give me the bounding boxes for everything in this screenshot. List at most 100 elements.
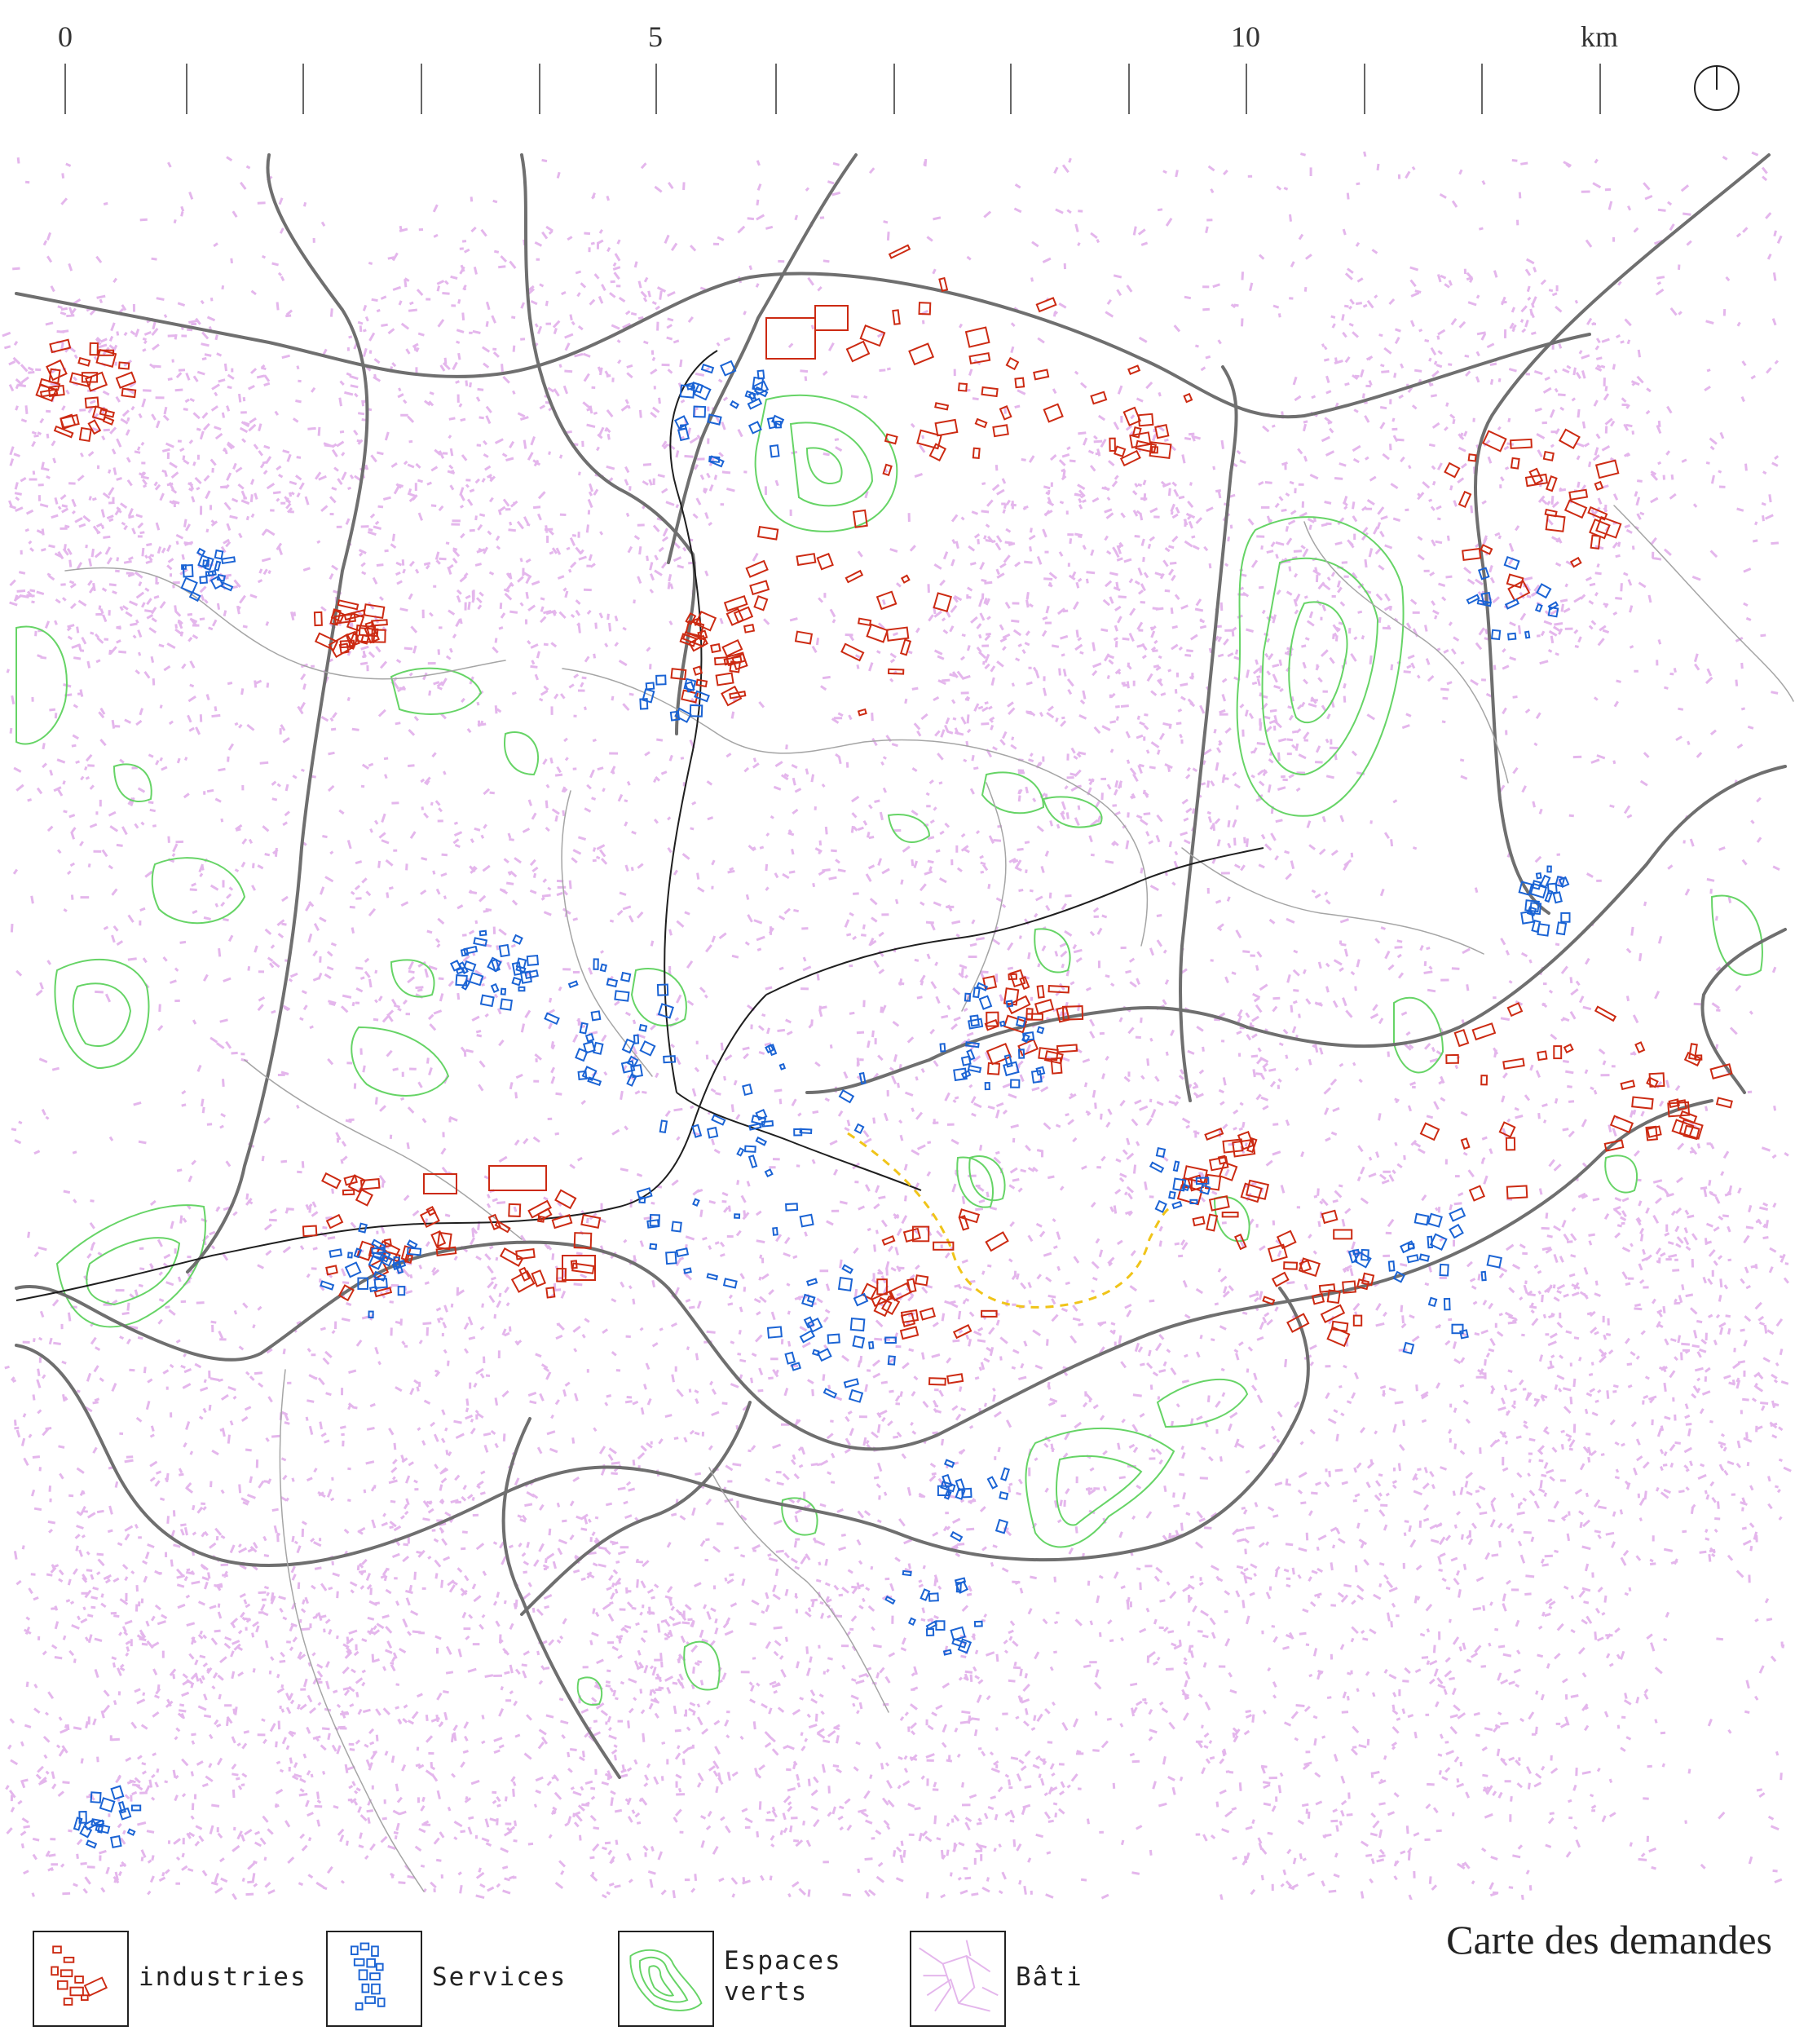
industry-site xyxy=(753,595,769,611)
service-site xyxy=(511,961,523,976)
service-site xyxy=(1449,1207,1466,1222)
service-site xyxy=(1000,1467,1010,1481)
industry-site xyxy=(1498,1121,1516,1138)
industry-site xyxy=(908,342,935,366)
industry-site xyxy=(99,408,115,418)
service-site xyxy=(1560,912,1571,923)
service-site xyxy=(373,1278,388,1289)
service-site xyxy=(684,681,695,693)
industry-site xyxy=(1014,377,1025,389)
tram-line xyxy=(847,1132,1175,1309)
industry-site xyxy=(551,1214,573,1229)
industry-site xyxy=(1283,1261,1299,1270)
service-site xyxy=(614,990,630,1002)
service-site xyxy=(368,1255,384,1270)
industry-site xyxy=(571,1262,595,1274)
industry-site xyxy=(1342,1280,1356,1294)
service-site xyxy=(544,1012,560,1025)
service-site xyxy=(353,1247,363,1259)
industry-site xyxy=(1154,423,1170,439)
service-site xyxy=(1189,1199,1198,1205)
service-site xyxy=(126,1828,136,1836)
industry-site xyxy=(982,975,998,991)
service-site xyxy=(853,1292,869,1307)
service-site xyxy=(1544,890,1554,903)
industries-swatch-icon xyxy=(33,1931,129,2027)
industry-site xyxy=(884,433,898,445)
services-layer xyxy=(73,360,1571,1849)
service-site xyxy=(774,420,782,429)
service-site xyxy=(838,1089,855,1104)
industry-site xyxy=(1568,488,1589,501)
service-site xyxy=(691,1124,703,1138)
industry-site xyxy=(934,402,950,411)
industry-site xyxy=(337,1284,355,1302)
industry-site xyxy=(1603,1139,1625,1152)
service-site xyxy=(965,1041,980,1048)
service-site xyxy=(118,1807,132,1821)
industry-site xyxy=(85,371,108,392)
scale-tick xyxy=(893,64,895,114)
industry-site xyxy=(1471,1022,1497,1041)
service-site xyxy=(579,1022,589,1035)
industry-site xyxy=(1444,461,1461,479)
service-site xyxy=(841,1264,853,1274)
industry-site xyxy=(695,678,708,688)
service-site xyxy=(683,1267,692,1274)
service-site xyxy=(1552,891,1563,904)
service-site xyxy=(1414,1212,1430,1226)
industry-site xyxy=(371,619,388,627)
industry-site xyxy=(710,642,721,654)
industry-site xyxy=(508,1203,522,1217)
service-site xyxy=(663,1055,677,1064)
industry-site xyxy=(1595,515,1622,539)
service-site xyxy=(487,956,502,973)
scale-tick xyxy=(1599,64,1601,114)
service-site xyxy=(1524,630,1531,639)
service-site xyxy=(671,1221,682,1233)
service-site xyxy=(1449,1223,1464,1239)
industry-site xyxy=(573,1232,593,1249)
industry-site xyxy=(1131,426,1142,439)
scale-tick xyxy=(1128,64,1130,114)
service-site xyxy=(902,1569,912,1577)
industry-site xyxy=(1183,1165,1208,1184)
service-site xyxy=(791,1362,802,1371)
service-site xyxy=(799,1128,813,1134)
industry-site xyxy=(115,371,137,389)
service-site xyxy=(567,980,579,989)
scale-tick xyxy=(1246,64,1247,114)
industry-site xyxy=(1127,364,1141,376)
industry-site xyxy=(1505,1137,1516,1151)
industry-site xyxy=(1482,430,1507,453)
industry-site xyxy=(1025,1008,1034,1021)
industry-site xyxy=(1036,984,1045,999)
service-site xyxy=(524,969,539,980)
demand-map[interactable] xyxy=(0,147,1795,1900)
service-site xyxy=(925,1627,935,1637)
service-site xyxy=(766,417,777,430)
industry-site xyxy=(1587,505,1608,521)
service-site xyxy=(358,1222,368,1234)
service-site xyxy=(368,1310,374,1318)
industry-site xyxy=(900,1309,920,1323)
service-site xyxy=(729,400,740,409)
scale-tick xyxy=(421,64,422,114)
industry-site xyxy=(373,1287,393,1298)
industry-site xyxy=(1563,499,1588,519)
industry-site xyxy=(1589,518,1611,540)
service-site xyxy=(1477,567,1490,581)
industry-site xyxy=(527,1199,552,1219)
industry-site xyxy=(426,1205,437,1216)
industry-site xyxy=(889,1282,912,1301)
industry-site xyxy=(346,611,365,632)
service-site xyxy=(197,554,210,569)
service-site xyxy=(626,1055,639,1068)
service-site xyxy=(1353,1251,1372,1269)
service-site xyxy=(110,1834,122,1849)
industry-site xyxy=(339,639,355,649)
service-site xyxy=(463,945,479,955)
industry-site xyxy=(1468,1185,1486,1202)
service-site xyxy=(734,1213,741,1219)
service-site xyxy=(1520,910,1535,925)
